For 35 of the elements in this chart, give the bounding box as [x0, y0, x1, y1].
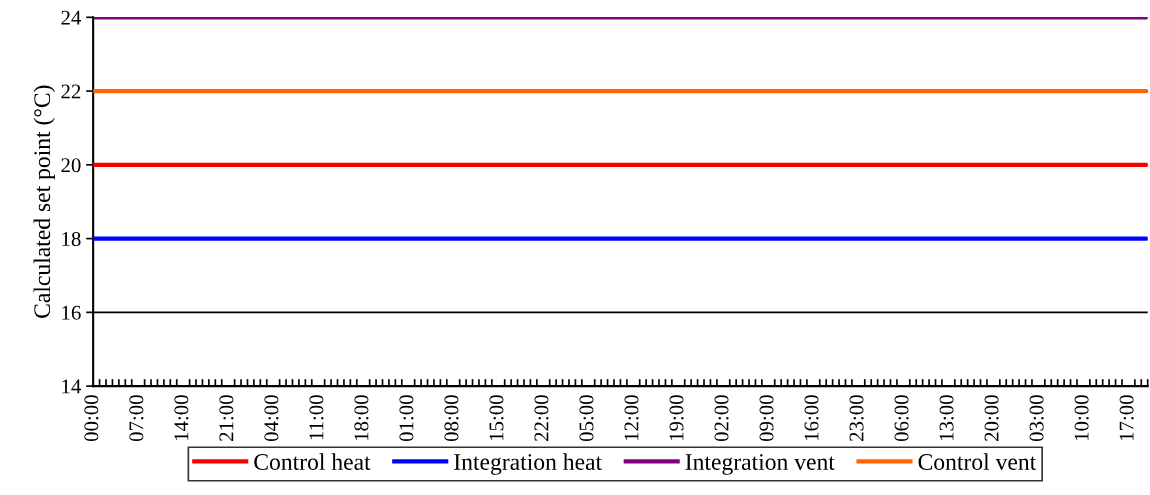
x-tick-label: 09:00 [759, 395, 774, 442]
legend-label: Integration vent [685, 454, 835, 475]
x-tick-label: 15:00 [489, 395, 504, 441]
x-tick-label: 19:00 [669, 395, 684, 441]
x-tick-label: 17:00 [1119, 395, 1134, 441]
y-tick-label: 14 [62, 379, 82, 394]
x-tick-label: 23:00 [849, 395, 864, 441]
y-tick-label: 22 [61, 84, 81, 99]
x-tick-label: 21:00 [219, 395, 234, 441]
y-tick-label: 20 [61, 158, 81, 173]
x-tick-label: 08:00 [444, 395, 459, 442]
x-tick-label: 12:00 [624, 395, 639, 441]
x-tick-label: 00:00 [84, 395, 99, 442]
x-tick-label: 02:00 [714, 395, 729, 442]
x-tick-label: 16:00 [804, 395, 819, 441]
x-tick-label: 04:00 [264, 395, 279, 442]
x-tick-label: 14:00 [174, 395, 189, 441]
y-axis-title: Calculated set point (°C) [33, 85, 55, 318]
x-tick-label: 10:00 [1074, 395, 1089, 441]
y-tick-label: 18 [62, 231, 81, 247]
x-tick-label: 13:00 [939, 395, 954, 441]
legend-label: Control heat [254, 453, 371, 470]
x-tick-label: 11:00 [309, 395, 324, 440]
x-tick-label: 01:00 [399, 395, 414, 442]
y-tick-label: 16 [62, 305, 81, 320]
x-tick-label: 06:00 [894, 395, 909, 442]
x-tick-label: 05:00 [579, 395, 594, 442]
legend-label: Integration heat [454, 453, 602, 475]
x-tick-label: 03:00 [1029, 395, 1044, 442]
x-tick-label: 07:00 [129, 395, 144, 442]
x-tick-label: 20:00 [984, 395, 999, 441]
x-tick-label: 18:00 [354, 395, 369, 441]
legend-label: Control vent [918, 453, 1037, 470]
y-tick-label: 24 [61, 10, 82, 25]
x-tick-label: 22:00 [534, 395, 549, 441]
